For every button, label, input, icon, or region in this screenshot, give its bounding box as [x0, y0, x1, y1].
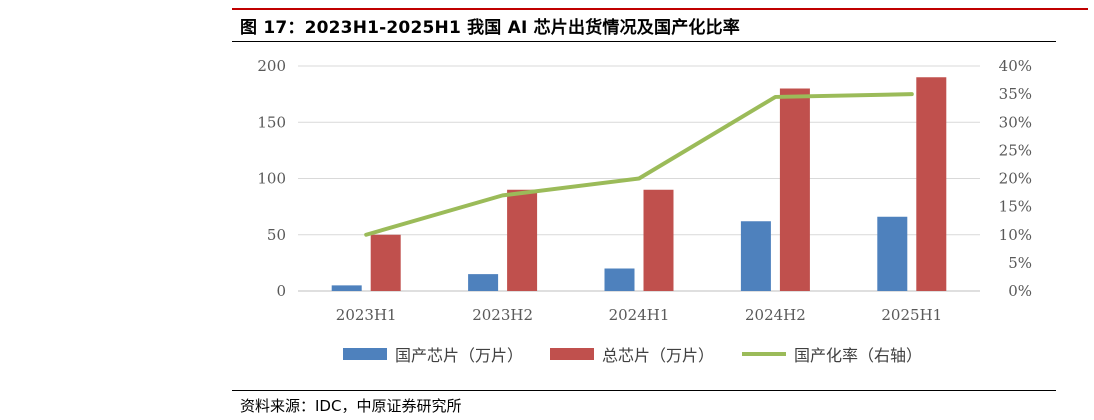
bar-domestic [877, 216, 908, 291]
y-right-tick-label: 10% [999, 226, 1032, 244]
bar-total [507, 189, 538, 291]
legend-label-ratio: 国产化率（右轴） [794, 346, 923, 365]
y-left-tick-label: 0 [276, 282, 286, 300]
y-left-tick-label: 200 [257, 57, 286, 75]
legend-item-domestic: 国产芯片（万片） [343, 342, 523, 366]
bar-domestic [468, 274, 499, 291]
y-left-tick-label: 100 [257, 170, 286, 188]
legend-item-ratio: 国产化率（右轴） [742, 342, 922, 366]
bar-total [916, 77, 947, 291]
y-right-tick-label: 0% [1008, 282, 1032, 300]
top-accent-rule [232, 8, 1088, 10]
legend-item-total: 总芯片（万片） [550, 342, 714, 366]
x-tick-label: 2024H1 [609, 306, 670, 324]
legend-swatch-domestic [343, 348, 387, 360]
y-right-tick-label: 5% [1008, 254, 1032, 272]
y-left-tick-label: 150 [257, 113, 286, 131]
y-right-tick-label: 30% [999, 113, 1032, 131]
bar-domestic [331, 285, 362, 291]
x-tick-label: 2023H2 [472, 306, 533, 324]
legend-label-domestic: 国产芯片（万片） [395, 346, 524, 365]
bar-total [643, 189, 674, 291]
source-divider [232, 390, 1056, 391]
legend-swatch-total [550, 348, 594, 360]
ratio-line [364, 92, 914, 237]
legend-label-total: 总芯片（万片） [602, 346, 715, 365]
x-tick-label: 2023H1 [336, 306, 397, 324]
figure-title: 图 17：2023H1-2025H1 我国 AI 芯片出货情况及国产化比率 [240, 18, 741, 38]
bar-domestic [740, 221, 771, 291]
y-right-tick-label: 40% [999, 57, 1032, 75]
bar-total [370, 234, 401, 291]
y-right-tick-label: 15% [999, 198, 1032, 216]
y-left-tick-label: 50 [267, 226, 286, 244]
legend-swatch-ratio [742, 352, 786, 356]
y-right-tick-label: 25% [999, 141, 1032, 159]
x-tick-label: 2024H2 [745, 306, 806, 324]
chart: 0 50 100 150 200 0% 5% 10% 15% 20% 25% 30% 35% 40% 202… [257, 57, 1032, 324]
y-right-tick-label: 20% [999, 170, 1032, 188]
bar-domestic [604, 268, 635, 291]
bar-total [779, 88, 810, 291]
x-tick-label: 2025H1 [881, 306, 942, 324]
legend: 国产芯片（万片） 总芯片（万片） 国产化率（右轴） [0, 342, 1094, 366]
source-note: 资料来源：IDC，中原证券研究所 [240, 397, 462, 415]
y-right-tick-label: 35% [999, 85, 1032, 103]
title-divider [232, 41, 1056, 42]
